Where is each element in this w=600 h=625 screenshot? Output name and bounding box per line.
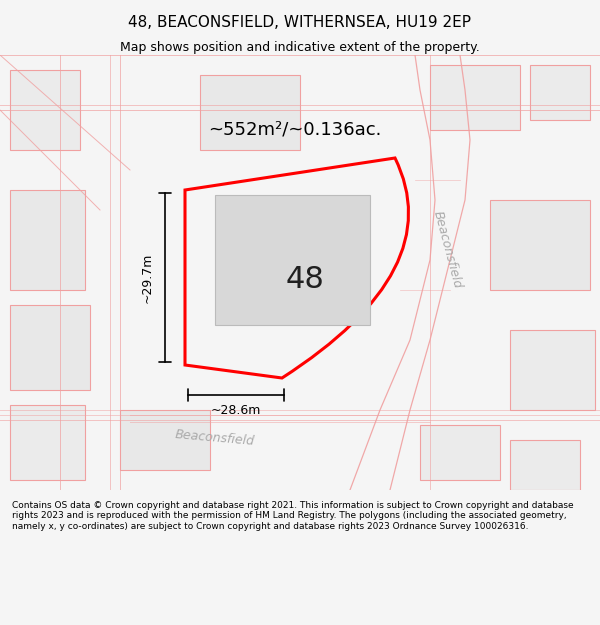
Text: Map shows position and indicative extent of the property.: Map shows position and indicative extent…	[120, 41, 480, 54]
FancyBboxPatch shape	[10, 190, 85, 290]
FancyBboxPatch shape	[10, 70, 80, 150]
FancyBboxPatch shape	[530, 65, 590, 120]
FancyBboxPatch shape	[10, 405, 85, 480]
Text: ~552m²/~0.136ac.: ~552m²/~0.136ac.	[208, 121, 382, 139]
FancyBboxPatch shape	[200, 75, 300, 150]
Text: ~28.6m: ~28.6m	[211, 404, 261, 416]
Text: Contains OS data © Crown copyright and database right 2021. This information is : Contains OS data © Crown copyright and d…	[12, 501, 574, 531]
FancyBboxPatch shape	[10, 305, 90, 390]
Text: 48: 48	[286, 266, 325, 294]
Text: Beaconsfield: Beaconsfield	[430, 210, 464, 290]
FancyBboxPatch shape	[120, 410, 210, 470]
FancyBboxPatch shape	[420, 425, 500, 480]
FancyBboxPatch shape	[510, 330, 595, 410]
Text: Beaconsfield: Beaconsfield	[175, 428, 256, 448]
FancyBboxPatch shape	[215, 195, 370, 325]
FancyBboxPatch shape	[510, 440, 580, 490]
Text: ~29.7m: ~29.7m	[140, 253, 154, 302]
FancyBboxPatch shape	[430, 65, 520, 130]
FancyBboxPatch shape	[490, 200, 590, 290]
Text: 48, BEACONSFIELD, WITHERNSEA, HU19 2EP: 48, BEACONSFIELD, WITHERNSEA, HU19 2EP	[128, 16, 472, 31]
